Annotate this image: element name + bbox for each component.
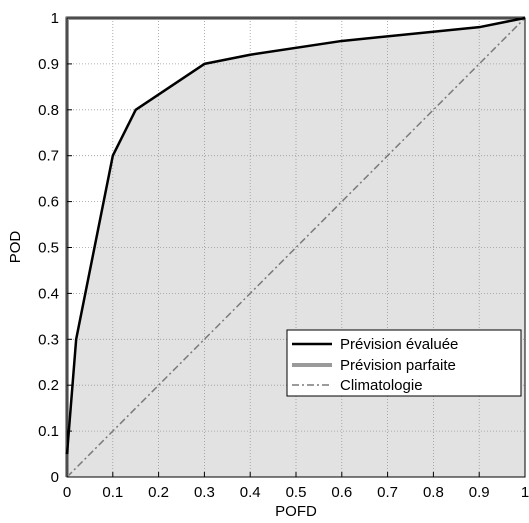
x-tick-label: 0.5	[286, 484, 307, 501]
climatology-line	[66, 17, 526, 478]
legend-label-perfect: Prévision parfaite	[340, 357, 456, 374]
evaluated-forecast-line	[65, 16, 526, 455]
x-axis-label: POFD	[275, 503, 317, 520]
x-tick-label: 0.3	[194, 484, 215, 501]
legend-label-evaluated: Prévision évaluée	[340, 336, 458, 353]
y-tick-label: 0.4	[38, 285, 59, 302]
x-tick-label: 0.6	[331, 484, 352, 501]
y-axis-label: POD	[7, 231, 24, 264]
x-tick-label: 0	[63, 484, 71, 501]
x-tick-label: 0.9	[469, 484, 490, 501]
x-tick-label: 0.4	[240, 484, 261, 501]
legend-label-climatology: Climatologie	[340, 377, 423, 394]
legend: Prévision évaluée Prévision parfaite Cli…	[286, 329, 522, 397]
y-tick-label: 0.3	[38, 331, 59, 348]
x-tick-label: 1	[521, 484, 529, 501]
y-tick-label: 0.5	[38, 240, 59, 257]
y-tick-label: 0.1	[38, 423, 59, 440]
y-tick-label: 0.2	[38, 377, 59, 394]
y-tick-label: 0.9	[38, 56, 59, 73]
y-tick-label: 0.8	[38, 102, 59, 119]
y-tick-label: 1	[51, 10, 59, 27]
x-tick-label: 0.2	[148, 484, 169, 501]
y-tick-label: 0.6	[38, 194, 59, 211]
x-tick-label: 0.7	[377, 484, 398, 501]
y-tick-label: 0	[51, 469, 59, 486]
tick-layer: 0 0.1 0.2 0.3 0.4 0.5 0.6 0.7 0.8 0.9 1 0 0.1 0.2 0.3 0…	[38, 10, 529, 501]
y-tick-label: 0.7	[38, 148, 59, 165]
x-tick-label: 0.1	[102, 484, 123, 501]
x-tick-label: 0.8	[423, 484, 444, 501]
